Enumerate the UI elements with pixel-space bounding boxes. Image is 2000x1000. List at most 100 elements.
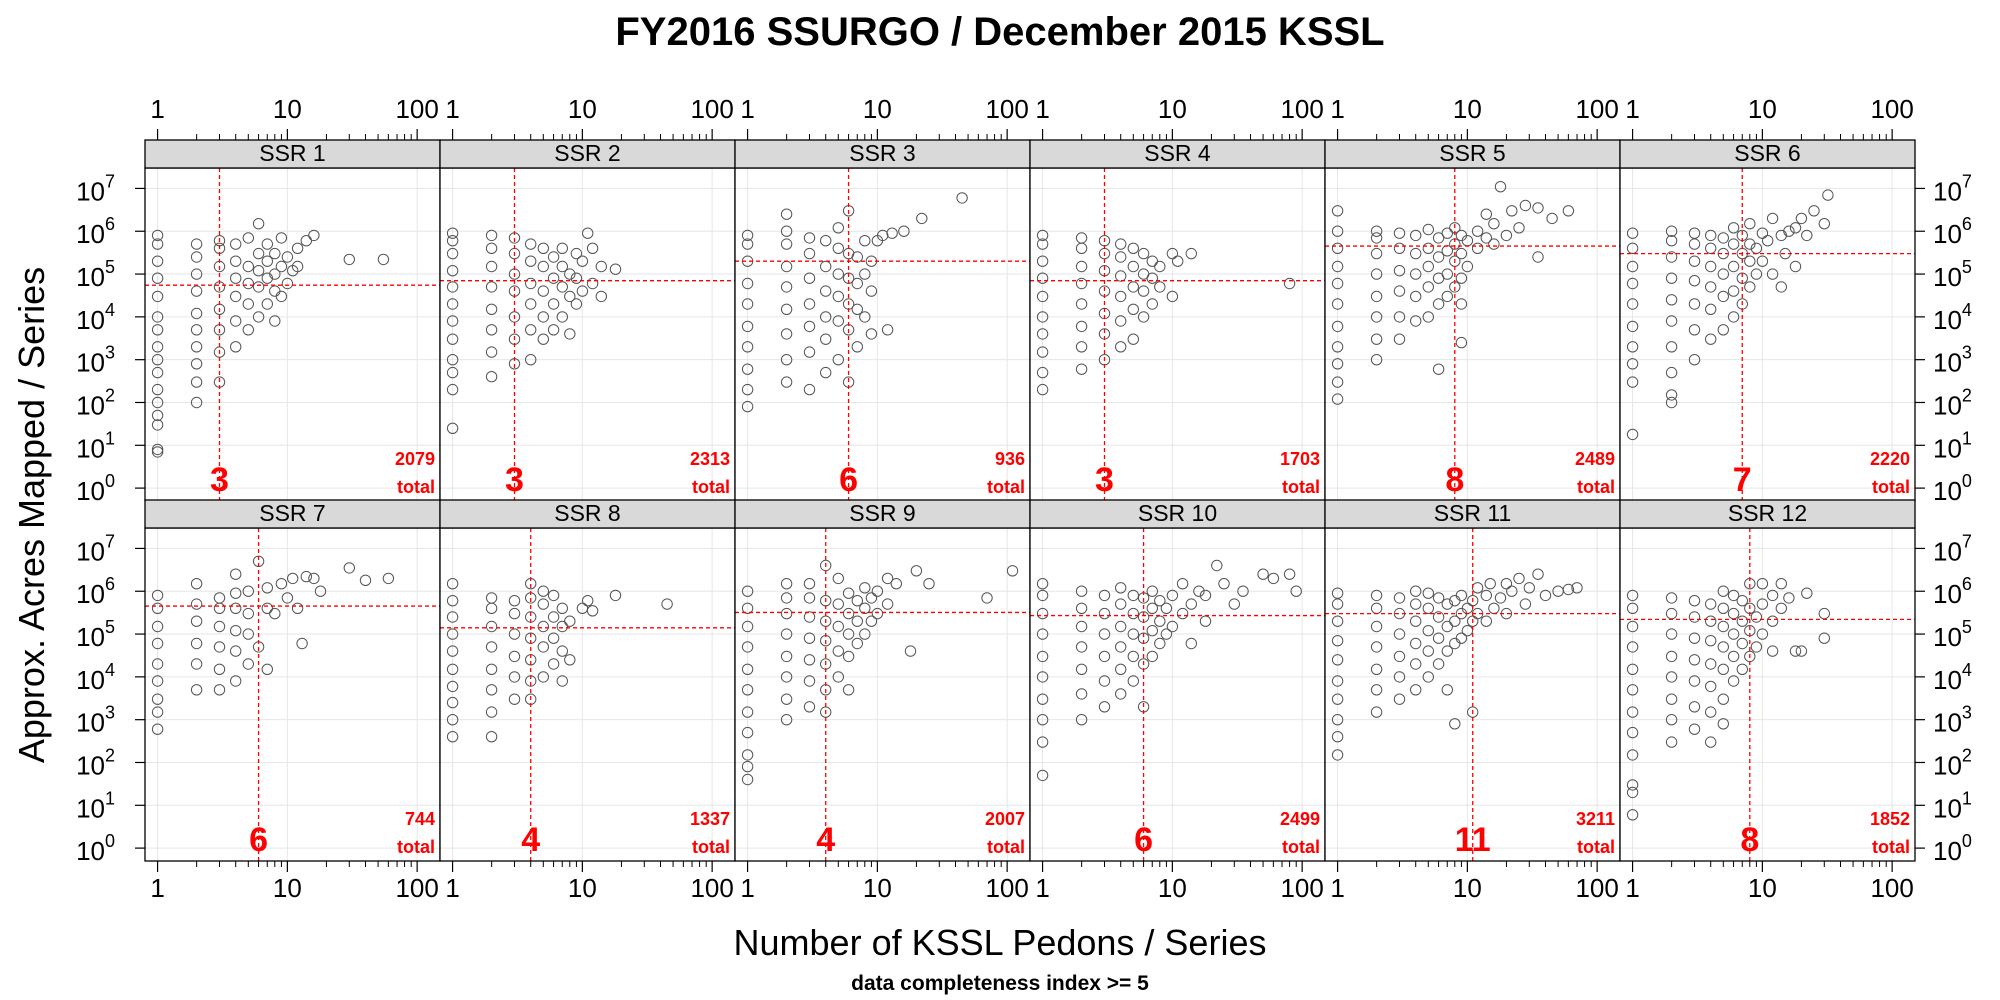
panel-content (1030, 168, 1325, 501)
data-point (780, 303, 793, 315)
data-point (300, 570, 312, 583)
data-point (1455, 336, 1468, 349)
x-tick-label: 10 (863, 94, 892, 124)
data-point (1736, 663, 1749, 675)
data-point (230, 315, 242, 327)
data-point (446, 680, 459, 693)
data-point (1665, 714, 1678, 726)
x-tick-label: 10 (273, 94, 302, 124)
data-point (291, 242, 304, 255)
panel-5: 8 2489 total SSR 5 1 10 100 (1324, 94, 1621, 502)
data-point (1665, 389, 1678, 401)
total-count: 1703 (1280, 449, 1320, 469)
y-tick-label: 103 (1933, 343, 1972, 378)
data-point (242, 277, 255, 290)
data-point (1075, 277, 1088, 290)
x-axis-bottom: 1 10 100 (1625, 861, 1914, 903)
data-point (1688, 723, 1701, 735)
data-point (1571, 582, 1583, 594)
data-point (1160, 602, 1173, 614)
data-point (308, 229, 320, 242)
data-point (1185, 598, 1198, 610)
data-point (820, 333, 832, 345)
x-axis-subtitle: data completeness index >= 5 (851, 972, 1149, 995)
data-point (485, 371, 498, 383)
data-point (314, 585, 327, 597)
data-point (1185, 247, 1198, 260)
y-tick-label: 103 (76, 343, 115, 378)
x-tick-label: 1 (740, 873, 754, 903)
total-word: total (1282, 477, 1320, 497)
data-point (1626, 260, 1639, 273)
x-tick-label: 10 (863, 873, 892, 903)
data-point (1480, 615, 1493, 627)
data-point (281, 592, 294, 604)
data-point (842, 628, 855, 640)
data-point (151, 238, 164, 250)
data-point (1331, 393, 1344, 405)
data-point (1626, 358, 1639, 370)
x-tick-label: 1 (1625, 94, 1639, 124)
data-point (1370, 247, 1383, 260)
data-point (1789, 645, 1802, 657)
data-point (300, 235, 312, 247)
data-point (1441, 645, 1454, 657)
data-point (832, 315, 844, 327)
data-point (851, 277, 863, 290)
strip (1324, 139, 1621, 169)
data-point (1331, 731, 1344, 743)
data-point (1756, 578, 1769, 590)
data-point (1562, 205, 1575, 217)
data-point (1441, 290, 1454, 303)
strip (1324, 499, 1621, 529)
data-point (1331, 714, 1344, 726)
data-point (865, 328, 878, 340)
data-point (1626, 726, 1639, 739)
data-point (832, 268, 844, 280)
data-point (1410, 658, 1422, 670)
panel-bg (735, 168, 1030, 501)
data-point (1370, 684, 1383, 696)
panel-content (440, 528, 735, 861)
data-point (230, 238, 242, 250)
data-point (1166, 589, 1179, 602)
x-tick-label: 100 (1870, 873, 1913, 903)
data-point (547, 632, 560, 644)
data-point (1461, 260, 1474, 273)
data-point (1127, 607, 1140, 620)
data-point (1705, 260, 1717, 273)
data-point (1705, 635, 1717, 647)
data-point (1626, 320, 1639, 333)
y-axis-left: 100 101 102 103 104 105 106 107 (76, 171, 145, 506)
data-point (1006, 565, 1019, 577)
data-point (1166, 290, 1179, 303)
data-point (1705, 680, 1717, 693)
y-tick-label: 107 (1933, 531, 1972, 566)
y-tick-label: 100 (1933, 831, 1972, 866)
x-tick-label: 10 (1158, 94, 1187, 124)
data-point (820, 260, 832, 273)
data-point (570, 272, 583, 284)
data-point (485, 242, 498, 255)
y-tick-label: 105 (76, 257, 115, 292)
data-point (261, 602, 273, 614)
data-point (1432, 592, 1445, 604)
data-point (1331, 277, 1344, 290)
panel-content (1620, 168, 1915, 501)
median-label: 11 (1455, 821, 1491, 859)
data-point (308, 572, 320, 585)
x-axis-bottom: 1 10 100 (445, 861, 734, 903)
data-point (1750, 641, 1763, 653)
data-point (741, 277, 754, 290)
data-point (242, 324, 255, 336)
total-count: 936 (995, 449, 1025, 469)
data-point (1036, 255, 1049, 267)
data-point (859, 628, 871, 640)
data-point (230, 675, 242, 687)
x-axis-title: Number of KSSL Pedons / Series (734, 922, 1267, 963)
data-point (1665, 315, 1678, 327)
data-point (1626, 749, 1639, 761)
total-count: 3211 (1576, 809, 1615, 829)
